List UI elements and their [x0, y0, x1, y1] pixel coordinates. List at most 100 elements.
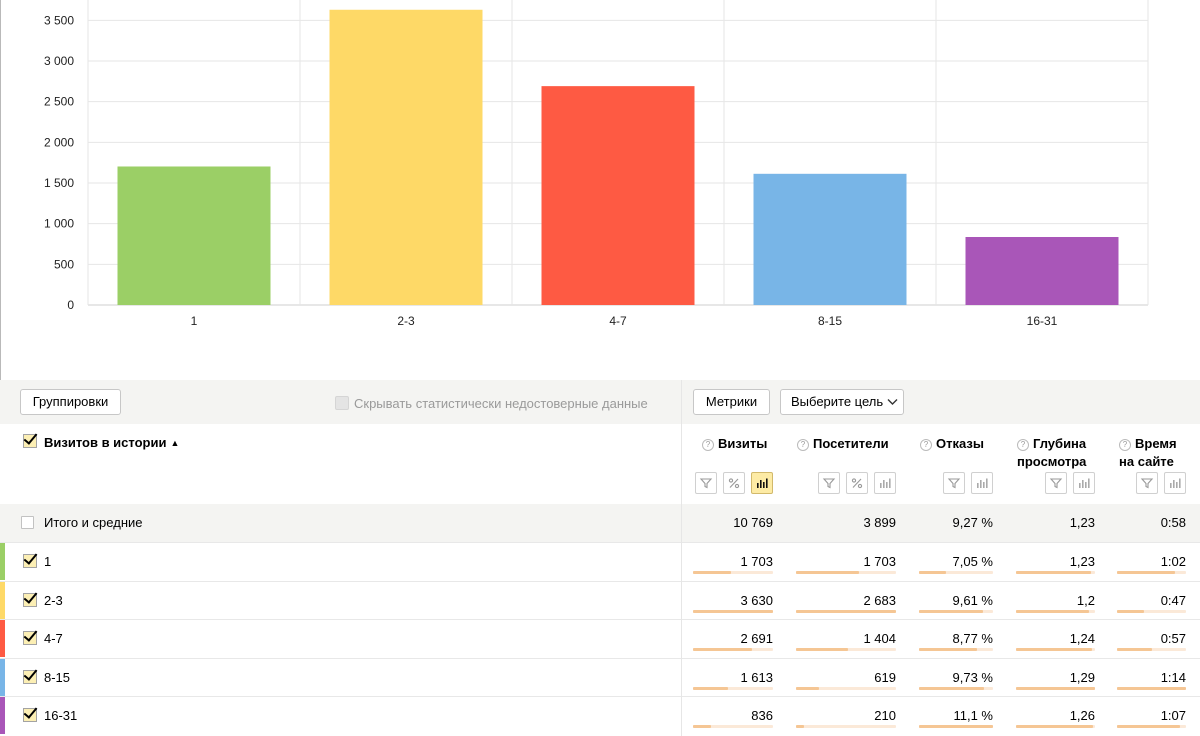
bar-chart-svg: 0 500 1 000 1 500 2 000 2 500 3 000 3 500 1 2-3 4-… — [44, 0, 1149, 328]
bar-4-7[interactable] — [541, 86, 695, 305]
value-bar-fill — [796, 686, 819, 690]
value-bar-fill — [1117, 571, 1175, 574]
dimension-column-header[interactable]: Визитов в истории ▲ — [44, 435, 179, 450]
value-bar-fill — [919, 571, 946, 574]
row-color-marker — [0, 543, 5, 580]
y-tick-label: 1 000 — [44, 217, 74, 231]
value-bar-track — [693, 686, 773, 690]
value-bar-track — [1016, 686, 1095, 690]
chart-button[interactable] — [1073, 472, 1095, 494]
total-row[interactable]: Итого и средние 10 769 3 899 9,27 % 1,23 0:58 — [0, 504, 1200, 542]
metric-header-label: Визиты — [718, 436, 768, 451]
metric-header-line: ? Отказы — [920, 435, 984, 453]
metrics-button[interactable]: Метрики — [693, 389, 770, 415]
y-tick-label: 500 — [54, 257, 74, 271]
hide-unreliable-data-label: Скрывать статистически недостоверные дан… — [354, 396, 648, 411]
value-bar-fill — [1117, 725, 1180, 728]
value-bar-track — [919, 686, 993, 690]
row-checkbox[interactable] — [23, 708, 37, 722]
y-tick-label: 2 000 — [44, 135, 74, 149]
filter-button[interactable] — [818, 472, 840, 494]
chart-button[interactable] — [1164, 472, 1186, 494]
filter-button[interactable] — [695, 472, 717, 494]
x-tick-label: 2-3 — [397, 314, 415, 328]
metric-value: 3 630 — [740, 592, 773, 608]
percent-button[interactable] — [723, 472, 745, 494]
filter-button[interactable] — [1136, 472, 1158, 494]
percent-icon — [728, 478, 740, 489]
row-color-marker — [0, 620, 5, 657]
bar-chart: 0 500 1 000 1 500 2 000 2 500 3 000 3 500 1 2-3 4-… — [0, 0, 1149, 380]
select-goal-label: Выберите цель — [791, 394, 884, 409]
row-label: 4-7 — [44, 631, 63, 646]
row-color-marker — [0, 581, 5, 619]
dimension-header-label: Визитов в истории — [44, 435, 167, 450]
select-all-checkbox[interactable] — [23, 434, 37, 448]
value-bar-track — [796, 571, 896, 574]
metric-header-line: ? Время — [1119, 435, 1177, 453]
metric-header-line: на сайте — [1119, 453, 1177, 471]
row-checkbox[interactable] — [23, 592, 37, 607]
total-checkbox[interactable] — [21, 516, 34, 529]
table-row[interactable]: 16-31 836 210 11,1 % 1,26 1:07 — [0, 696, 1200, 734]
help-icon[interactable]: ? — [1119, 439, 1131, 451]
row-label: Итого и средние — [44, 515, 143, 530]
chart-button[interactable] — [971, 472, 993, 494]
filter-button[interactable] — [943, 472, 965, 494]
table-row[interactable]: 2-3 3 630 2 683 9,61 % 1,2 0:47 — [0, 580, 1200, 619]
select-goal-dropdown[interactable]: Выберите цель — [780, 389, 904, 415]
row-checkbox[interactable] — [23, 631, 37, 645]
value-bar-track — [1117, 609, 1186, 613]
help-icon[interactable]: ? — [920, 439, 932, 451]
row-checkbox[interactable] — [23, 554, 37, 568]
metric-header-label: Время — [1135, 436, 1177, 451]
metric-header-4[interactable]: ? Время на сайте — [1119, 435, 1177, 471]
value-bar-track — [919, 609, 993, 613]
groupings-button[interactable]: Группировки — [20, 389, 121, 415]
metric-header-2[interactable]: ? Отказы — [920, 435, 984, 453]
percent-button[interactable] — [846, 472, 868, 494]
bar-8-15[interactable] — [753, 173, 907, 305]
metric-header-line: просмотра — [1017, 453, 1086, 471]
table-row[interactable]: 4-7 2 691 1 404 8,77 % 1,24 0:57 — [0, 619, 1200, 657]
value-bar-fill — [1117, 609, 1144, 613]
help-icon[interactable]: ? — [702, 439, 714, 451]
chart-icon — [880, 478, 891, 488]
help-icon[interactable]: ? — [797, 439, 809, 451]
chevron-down-icon — [887, 391, 898, 415]
metric-header-0[interactable]: ? Визиты — [702, 435, 767, 453]
value-bar-fill — [919, 686, 984, 690]
metric-header-3[interactable]: ? Глубина просмотра — [1017, 435, 1086, 471]
table-row[interactable]: 1 1 703 1 703 7,05 % 1,23 1:02 — [0, 542, 1200, 580]
y-tick-label: 3 500 — [44, 13, 74, 27]
row-checkbox[interactable] — [23, 669, 37, 684]
metric-value: 1,23 — [1069, 515, 1095, 530]
value-bar-fill — [796, 609, 896, 613]
metric-value: 8,77 % — [952, 631, 993, 646]
bar-2-3[interactable] — [329, 9, 483, 305]
value-bar-fill — [1117, 648, 1152, 651]
x-tick-label: 1 — [191, 314, 198, 328]
metric-header-1[interactable]: ? Посетители — [797, 435, 889, 453]
bar-16-31[interactable] — [965, 237, 1119, 305]
chart-button[interactable] — [874, 472, 896, 494]
metric-value: 836 — [751, 708, 773, 723]
table-row[interactable]: 8-15 1 613 619 9,73 % 1,29 1:14 — [0, 657, 1200, 696]
filter-button[interactable] — [1045, 472, 1067, 494]
filter-icon — [822, 478, 836, 489]
metric-value: 0:58 — [1160, 515, 1186, 530]
value-bar-track — [1016, 609, 1095, 613]
value-bar-fill — [919, 609, 983, 613]
y-tick-label: 3 000 — [44, 54, 74, 68]
row-color-marker — [0, 658, 5, 696]
metric-header-label: Посетители — [813, 436, 889, 451]
help-icon[interactable]: ? — [1017, 439, 1029, 451]
value-bar-track — [919, 725, 993, 728]
hide-unreliable-data-option[interactable]: Скрывать статистически недостоверные дан… — [335, 396, 648, 411]
chart-button[interactable] — [751, 472, 773, 494]
metric-value: 1,24 — [1069, 631, 1095, 646]
value-bar-fill — [919, 648, 977, 651]
hide-unreliable-data-checkbox[interactable] — [335, 396, 349, 410]
bar-1[interactable] — [117, 166, 271, 305]
metric-header-line: ? Глубина — [1017, 435, 1086, 453]
